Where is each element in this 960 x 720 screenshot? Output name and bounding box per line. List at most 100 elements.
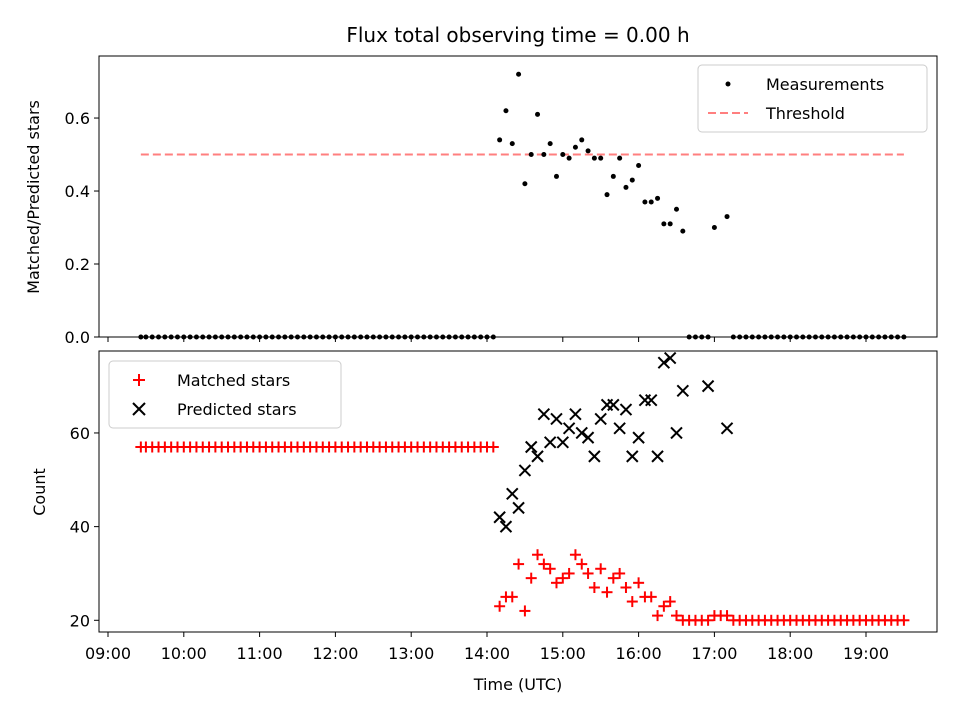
measurement-point [560,152,566,158]
measurement-point [667,221,673,227]
measurement-point [339,334,345,340]
measurement-point [535,111,541,117]
measurement-point [749,334,755,340]
measurement-point [800,334,806,340]
measurement-point [162,334,168,340]
measurement-point [364,334,370,340]
matched-star-point [614,567,626,579]
measurement-point [206,334,212,340]
measurement-point [756,334,762,340]
measurement-point [238,334,244,340]
matched-star-point [532,549,544,561]
measurement-point [503,108,509,114]
measurement-point [895,334,901,340]
predicted-star-point [663,351,677,365]
measurement-point [692,334,698,340]
measurement-point [471,334,477,340]
measurement-point [193,334,199,340]
measurement-point [370,334,376,340]
x-axis-label: Time (UTC) [473,675,562,694]
measurement-point [610,173,616,179]
measurement-point [857,334,863,340]
measurement-point [598,155,604,161]
matched-star-point [898,614,910,626]
matched-star-point [588,582,600,594]
bottom-x-tick-label: 09:00 [85,644,131,663]
measurement-point [168,334,174,340]
bottom-x-tick-label: 14:00 [464,644,510,663]
predicted-star-point [581,431,595,444]
matched-star-point [544,563,556,575]
bottom-x-tick-label: 17:00 [691,644,737,663]
matched-star-point [550,577,562,589]
measurement-point [699,334,705,340]
matched-star-point [487,441,499,453]
measurement-point [686,334,692,340]
predicted-star-point [588,450,601,463]
measurement-point [219,334,225,340]
bottom-x-tick-label: 11:00 [237,644,283,663]
top-y-tick-label: 0.0 [65,328,90,347]
measurement-point [200,334,206,340]
matched-star-point [563,567,575,579]
top-y-tick-label: 0.4 [65,182,90,201]
matched-star-point [645,591,657,603]
measurement-point [301,334,307,340]
legend-measurements-label: Measurements [766,75,884,94]
predicted-star-point [657,356,671,369]
predicted-star-point [562,422,576,435]
predicted-star-point [550,412,563,426]
matched-star-point [607,572,619,584]
measurement-point [882,334,888,340]
matched-star-point [595,563,607,575]
matched-star-point [658,600,670,612]
predicted-star-point [525,440,538,454]
measurement-point [282,334,288,340]
predicted-star-point [575,426,588,440]
measurement-point [396,334,402,340]
predicted-star-point [512,501,525,515]
matched-star-point [506,591,518,603]
measurement-point [623,184,629,190]
predicted-star-point [518,464,532,477]
matched-star-point [494,600,506,612]
measurement-point [901,334,907,340]
measurement-point [806,334,812,340]
measurement-point [433,334,439,340]
measurement-point [674,206,679,212]
measurement-point [743,334,749,340]
measurement-point [389,334,395,340]
legend-matched-label: Matched stars [177,371,290,390]
bottom-y-axis: 20 40 60 [70,424,99,630]
predicted-star-point [670,426,683,440]
top-panel: 0.0 0.2 0.4 0.6 Matched/Predicted stars Mea… [24,55,938,347]
measurement-point [332,334,338,340]
predicted-star-point [645,393,658,407]
predicted-star-point [619,403,633,416]
matched-star-point [626,596,638,608]
top-y-tick-label: 0.6 [65,109,90,128]
measurement-point [288,334,294,340]
measurement-point [642,199,648,205]
measurement-point [440,334,446,340]
bottom-x-tick-label: 19:00 [843,644,889,663]
matched-star-point [633,577,645,589]
matched-star-point [702,614,714,626]
measurement-point [326,334,332,340]
measurement-point [269,334,275,340]
measurement-point [149,334,155,340]
measurement-point [547,141,553,147]
measurement-point [257,334,263,340]
measurement-point [869,334,875,340]
bottom-y-tick-label: 40 [70,518,90,537]
measurement-point [888,334,894,340]
measurement-point [680,228,686,234]
measurement-point [484,334,490,340]
measurement-point [497,137,503,143]
matched-star-point [652,610,664,622]
legend-threshold-label: Threshold [765,104,845,123]
measurement-point [452,334,458,340]
measurement-point [711,225,717,231]
predicted-star-point [537,408,551,421]
